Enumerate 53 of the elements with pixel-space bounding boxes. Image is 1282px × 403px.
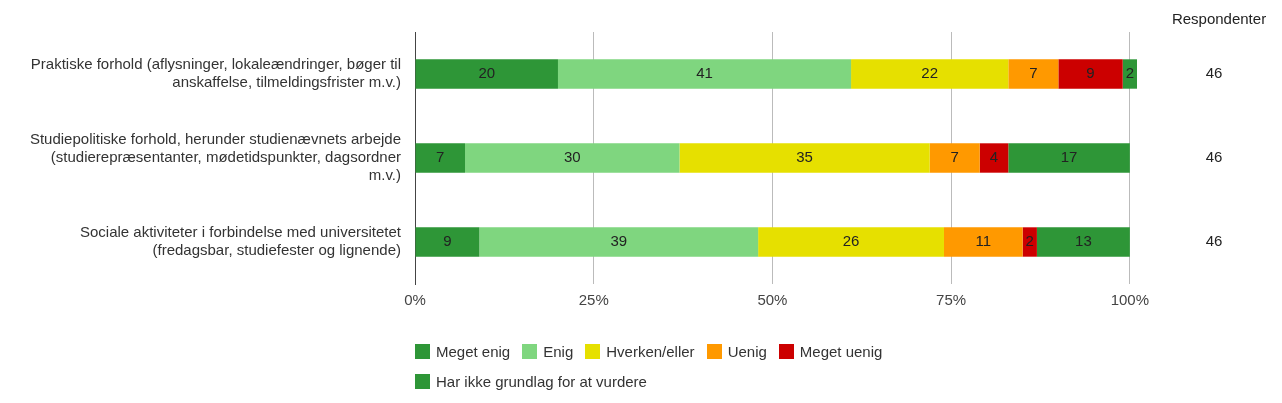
bar: [1036, 227, 1130, 257]
legend-label: Hverken/eller: [606, 343, 695, 360]
data-label: 26: [842, 232, 860, 250]
bar: [979, 143, 1009, 173]
data-label: 13: [1075, 232, 1092, 250]
data-label: 35: [796, 148, 813, 166]
legend-label: Har ikke grundlag for at vurdere: [436, 373, 647, 390]
data-label: 22: [921, 64, 939, 82]
data-label: 7: [436, 148, 445, 166]
bar: [943, 227, 1023, 257]
y-tick-label: Studiepolitiske forhold, herunder studienævnets arbejde (studierepræsentanter, mødetidspunkter, dagsordner m.v.): [29, 130, 401, 184]
data-label: 11: [975, 232, 992, 250]
x-tick-label: 75%: [936, 291, 967, 309]
x-tick-label: 25%: [578, 291, 609, 309]
data-label: 41: [696, 64, 713, 82]
data-label: 20: [478, 64, 496, 82]
bar: [679, 143, 930, 173]
data-label: 39: [610, 232, 628, 250]
data-label: 9: [443, 232, 452, 250]
data-label: 7: [950, 148, 959, 166]
text: 46: [1205, 64, 1223, 82]
legend-label: Uenig: [727, 343, 767, 360]
bar: [557, 59, 852, 89]
y-tick-label: Sociale aktiviteter i forbindelse med universitetet (fredagsbar, studiefester og lignende): [80, 223, 402, 259]
data-label: 30: [563, 148, 581, 166]
bar: [851, 59, 1009, 89]
text: Respondenter: [1171, 10, 1267, 28]
data-label: 7: [1029, 64, 1038, 82]
y-tick-label: Praktiske forhold (aflysninger, lokaleændringer, bøger til anskaffelse, tilmeldingsfrister m.v.): [30, 55, 401, 91]
legend-label: Enig: [543, 343, 574, 360]
bar: [415, 59, 558, 89]
bar: [415, 227, 480, 257]
bar: [479, 227, 759, 257]
legend-label: Meget uenig: [799, 343, 883, 360]
bar: [415, 143, 466, 173]
data-label: 2: [1125, 64, 1135, 82]
legend-label: Meget enig: [436, 343, 511, 360]
bar: [758, 227, 944, 257]
bar: [1058, 59, 1123, 89]
bar: [1022, 227, 1037, 257]
bar: [465, 143, 680, 173]
bar: [1008, 59, 1059, 89]
x-tick-label: 50%: [757, 291, 788, 309]
text: 46: [1205, 232, 1223, 250]
bar: [1008, 143, 1130, 173]
x-tick-label: 0%: [404, 291, 426, 309]
data-label: 9: [1086, 64, 1095, 82]
data-label: 17: [1060, 148, 1078, 166]
data-label: 4: [989, 148, 999, 166]
text: 46: [1205, 148, 1223, 166]
bar: [929, 143, 980, 173]
x-tick-label: 100%: [1110, 291, 1150, 309]
data-label: 2: [1025, 232, 1034, 250]
